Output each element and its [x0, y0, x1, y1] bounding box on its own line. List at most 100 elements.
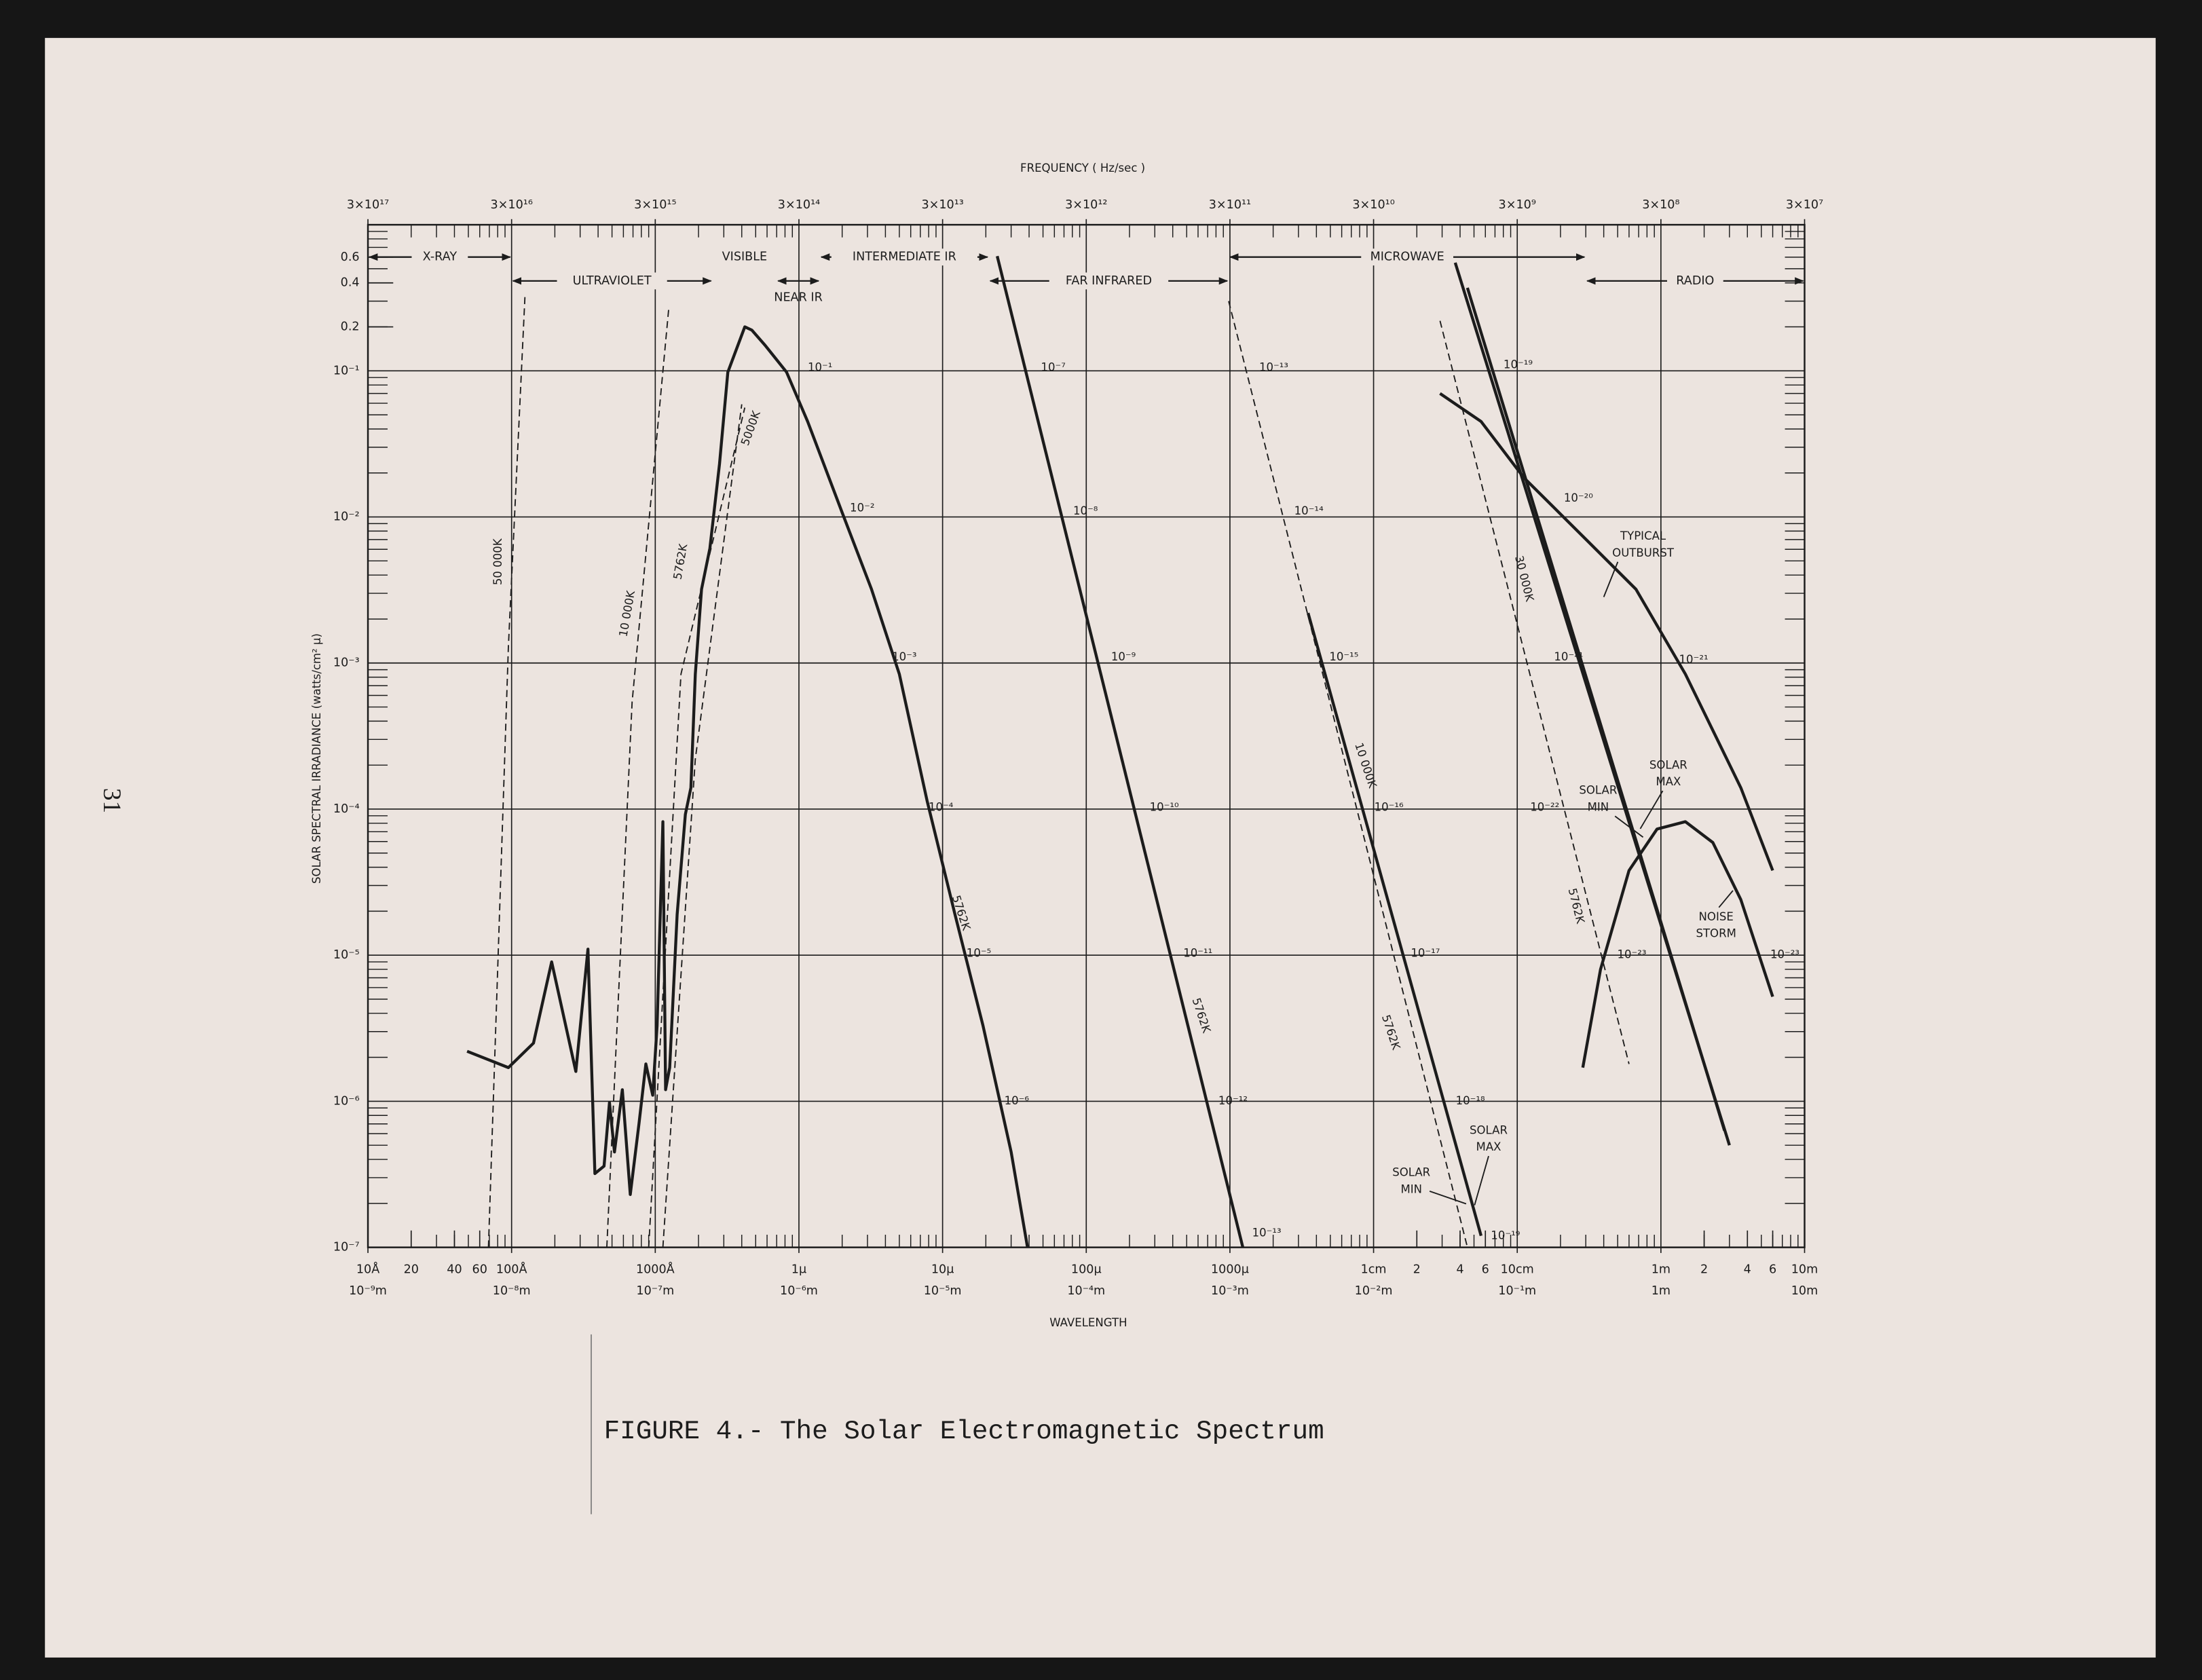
x-minor-tick-label: 20 — [404, 1263, 419, 1277]
band-label-bg — [1049, 272, 1169, 290]
power-label: 10⁻⁶ — [1005, 1094, 1030, 1107]
power-label: 10⁻²¹ — [1554, 650, 1583, 663]
band-label-bg — [557, 272, 667, 290]
x-tick-label: 1000Å — [636, 1262, 675, 1277]
x-minor-tick-label: 2 — [1700, 1263, 1708, 1277]
curve-label: SOLAR — [1470, 1123, 1508, 1136]
power-label: 10⁻⁷ — [1041, 361, 1065, 374]
x-tick-label: 100Å — [496, 1262, 527, 1277]
band-label: FAR INFRARED — [1066, 274, 1152, 288]
x-tick-label: 1m — [1652, 1263, 1671, 1277]
x-tick-label-meters: 10⁻⁶m — [780, 1284, 818, 1298]
series-line — [1228, 301, 1468, 1248]
power-label: 10⁻¹⁴ — [1294, 504, 1324, 517]
power-label: 10⁻¹⁷ — [1411, 947, 1440, 960]
figure-caption: FIGURE 4.- The Solar Electromagnetic Spe… — [604, 1416, 1324, 1446]
x-tick-label-meters: 10⁻⁹m — [349, 1284, 387, 1298]
power-label: 10⁻²³ — [1770, 948, 1799, 961]
power-label: 10⁻⁸ — [1073, 504, 1098, 517]
power-label: 10⁻² — [850, 502, 874, 515]
x2-tick-label: 3×10¹⁵ — [634, 198, 676, 212]
x-tick-label-meters: 10⁻³m — [1211, 1284, 1249, 1298]
band-label: NEAR IR — [774, 291, 822, 305]
y-tick-label: 0.6 — [341, 250, 360, 264]
x2-tick-label: 3×10¹³ — [921, 198, 963, 212]
x-tick-label: 1cm — [1361, 1263, 1387, 1277]
x-minor-tick-label: 60 — [472, 1263, 487, 1277]
series-line — [996, 255, 1245, 1248]
y-tick-label: 10⁻⁷ — [333, 1241, 360, 1254]
power-label: 10⁻¹⁰ — [1150, 800, 1179, 813]
series-line — [466, 325, 1029, 1248]
series-line — [1439, 392, 1774, 872]
x2-tick-label: 3×10⁷ — [1786, 198, 1823, 212]
label-pointer — [1639, 790, 1664, 829]
x-tick-label-meters: 10⁻⁵m — [924, 1284, 962, 1298]
x-minor-tick-label: 4 — [1744, 1263, 1751, 1277]
series-line — [648, 407, 746, 1248]
x-tick-label: 1μ — [791, 1263, 806, 1277]
series-line — [662, 404, 743, 1248]
power-label: 10⁻¹⁵ — [1329, 650, 1358, 663]
y-tick-label: 10⁻³ — [333, 656, 360, 670]
series-line — [606, 309, 670, 1248]
band-label: MICROWAVE — [1370, 250, 1444, 264]
power-label: 10⁻²³ — [1618, 948, 1647, 961]
band-label-bg — [411, 248, 468, 266]
power-label: 10⁻⁹ — [1111, 650, 1136, 663]
x-tick-label: 1000μ — [1211, 1263, 1249, 1277]
y-tick-label: 10⁻¹ — [333, 364, 360, 377]
x2-tick-label: 3×10⁹ — [1499, 198, 1536, 212]
power-label: 10⁻²² — [1530, 800, 1559, 813]
curve-label: MAX — [1476, 1140, 1501, 1153]
curve-label: MAX — [1656, 775, 1681, 788]
series-line — [1581, 820, 1774, 1068]
curve-label: SOLAR — [1649, 758, 1687, 771]
x-tick-label-meters: 10m — [1791, 1284, 1818, 1298]
x-minor-tick-label: 4 — [1456, 1263, 1463, 1277]
band-label: RADIO — [1676, 274, 1714, 288]
curve-label: 50 000K — [491, 538, 504, 585]
power-label: 10⁻³ — [892, 650, 916, 663]
curve-label: STORM — [1696, 927, 1736, 940]
y-tick-label: 10⁻⁴ — [333, 802, 360, 816]
x-axis-title: WAVELENGTH — [1049, 1316, 1127, 1329]
power-label: 10⁻¹¹ — [1183, 947, 1212, 960]
power-label: 10⁻¹⁸ — [1456, 1094, 1485, 1107]
x2-tick-label: 3×10¹¹ — [1209, 198, 1251, 212]
x2-tick-label: 3×10¹⁴ — [778, 198, 820, 212]
x-tick-label: 100μ — [1071, 1263, 1102, 1277]
x-tick-label-meters: 10⁻²m — [1355, 1284, 1393, 1298]
curve-label: MIN — [1400, 1182, 1422, 1195]
label-pointer — [1474, 1155, 1489, 1206]
y-tick-label: 10⁻⁵ — [333, 948, 360, 962]
x2-axis-title: FREQUENCY ( Hz/sec ) — [1020, 162, 1145, 174]
label-pointer — [1429, 1190, 1467, 1205]
band-label-bg — [1666, 272, 1723, 290]
power-label: 10⁻¹ — [808, 361, 832, 374]
x-tick-label-meters: 1m — [1652, 1284, 1671, 1298]
power-label: 10⁻²¹ — [1679, 653, 1709, 666]
band-label-bg — [707, 248, 782, 266]
y-tick-label: 0.2 — [341, 320, 360, 334]
y-tick-label: 10⁻⁶ — [333, 1094, 360, 1108]
band-label: VISIBLE — [722, 250, 768, 264]
label-pointer — [1603, 561, 1619, 597]
y-tick-label: 10⁻² — [333, 510, 360, 524]
x-tick-label: 10m — [1791, 1263, 1818, 1277]
page-number: 31 — [98, 788, 126, 813]
curve-label: NOISE — [1699, 910, 1734, 923]
curve-label: OUTBURST — [1612, 546, 1675, 559]
y-tick-label: 0.4 — [341, 276, 360, 290]
band-label-bg — [1361, 248, 1453, 266]
curve-label: SOLAR — [1392, 1165, 1430, 1178]
x-tick-label-meters: 10⁻⁸m — [493, 1284, 531, 1298]
x2-tick-label: 3×10⁸ — [1642, 198, 1679, 212]
power-label: 10⁻¹⁹ — [1504, 358, 1533, 371]
series-line — [1439, 320, 1630, 1064]
x-tick-label: 10μ — [931, 1263, 954, 1277]
x-tick-label-meters: 10⁻⁷m — [636, 1284, 674, 1298]
band-label: INTERMEDIATE IR — [853, 250, 956, 264]
series-line — [487, 295, 526, 1248]
